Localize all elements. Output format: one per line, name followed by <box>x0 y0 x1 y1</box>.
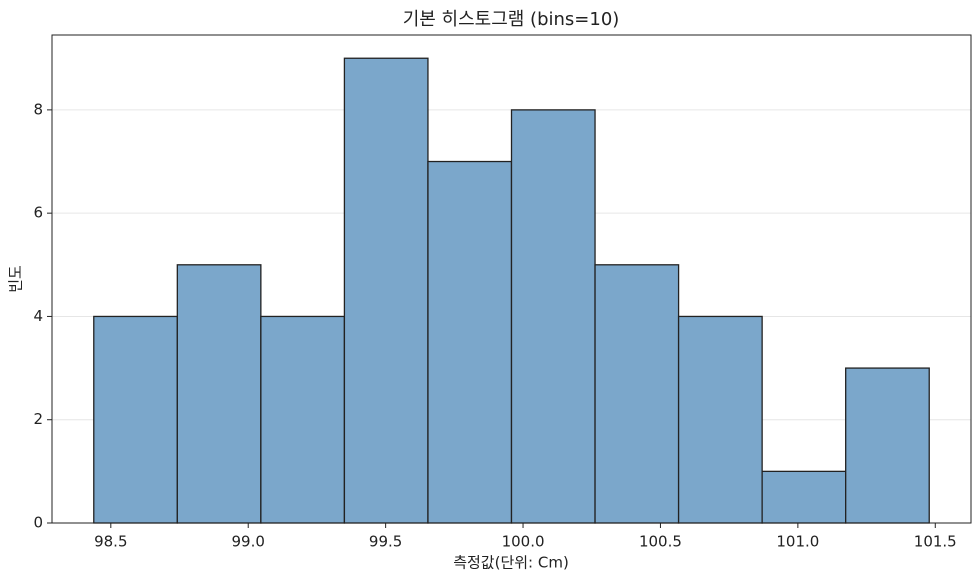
bar <box>93 315 178 524</box>
bar <box>845 367 930 524</box>
bar <box>594 264 680 524</box>
bar <box>343 57 429 524</box>
x-tick-label: 100.0 <box>502 533 545 551</box>
bar <box>510 109 596 524</box>
x-tick-label: 99.5 <box>369 533 402 551</box>
x-tick-label: 99.0 <box>232 533 265 551</box>
bar <box>761 470 847 524</box>
y-axis-label: 빈도 <box>7 265 25 293</box>
y-tick-label: 4 <box>33 307 43 325</box>
bar <box>176 264 262 524</box>
y-tick-label: 6 <box>33 204 43 222</box>
x-tick-label: 100.5 <box>639 533 682 551</box>
x-tick-label: 101.0 <box>776 533 819 551</box>
x-tick-label: 98.5 <box>94 533 127 551</box>
y-tick-label: 0 <box>33 514 43 532</box>
y-tick-label: 2 <box>33 410 43 428</box>
y-tick-label: 8 <box>33 100 43 118</box>
plot-frame <box>51 34 972 524</box>
bar <box>427 160 513 524</box>
chart-title: 기본 히스토그램 (bins=10) <box>403 9 620 30</box>
bar <box>260 315 346 524</box>
bar <box>677 315 763 524</box>
x-tick-label: 101.5 <box>914 533 957 551</box>
x-axis-label: 측정값(단위: Cm) <box>453 554 569 572</box>
